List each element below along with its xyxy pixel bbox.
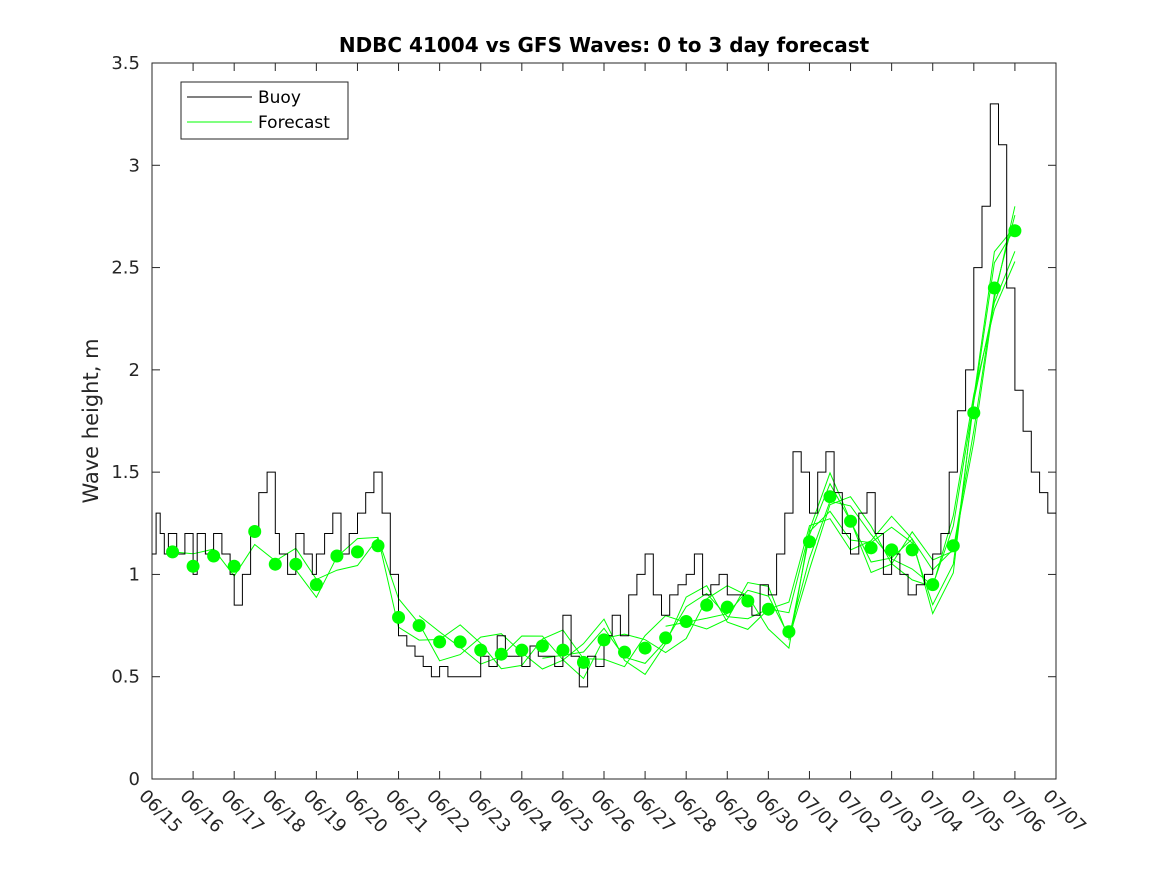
y-tick-label: 1 — [129, 564, 140, 585]
forecast-point — [967, 406, 981, 420]
x-tick-label: 06/30 — [751, 786, 803, 838]
y-tick-label: 3 — [129, 155, 140, 176]
forecast-point — [453, 635, 467, 649]
forecast-point — [392, 610, 406, 624]
forecast-point — [844, 514, 858, 528]
x-tick-label: 07/07 — [1038, 786, 1090, 838]
forecast-point — [679, 614, 693, 628]
y-tick-label: 3.5 — [111, 53, 140, 74]
x-tick-label: 06/18 — [258, 786, 310, 838]
y-tick-label: 2.5 — [111, 258, 140, 279]
forecast-point — [782, 625, 796, 639]
forecast-point — [207, 549, 221, 563]
forecast-point — [659, 631, 673, 645]
x-tick-label: 06/16 — [176, 786, 228, 838]
legend-label-forecast: Forecast — [258, 113, 330, 133]
plot-area: 0 0.5 1 1.5 2 2.5 3 3.5 06/1506/1606/1706/1806/1… — [111, 53, 1090, 837]
forecast-point — [371, 539, 385, 553]
forecast-point — [309, 578, 323, 592]
x-tick-label: 06/26 — [586, 786, 638, 838]
legend-box — [180, 81, 349, 140]
y-axis-label: Wave height, m — [79, 338, 103, 503]
x-tick-label: 06/20 — [340, 786, 392, 838]
x-tick-label: 06/17 — [217, 786, 269, 838]
forecast-point — [720, 600, 734, 614]
legend-label-buoy: Buoy — [258, 88, 301, 108]
x-tick-label: 06/28 — [669, 786, 721, 838]
forecast-point — [535, 639, 549, 653]
axes-box — [151, 62, 1057, 780]
forecast-point — [885, 543, 899, 557]
forecast-point — [474, 643, 488, 657]
x-tick-label: 06/21 — [381, 786, 433, 838]
x-tick-label: 07/01 — [792, 786, 844, 838]
forecast-line — [788, 214, 1016, 641]
forecast-point — [761, 602, 775, 616]
forecast-point — [905, 543, 919, 557]
forecast-point — [576, 655, 590, 669]
forecast-line — [542, 228, 1016, 664]
forecast-point — [166, 545, 180, 559]
forecast-point — [638, 641, 652, 655]
x-tick-label: 07/04 — [915, 786, 967, 838]
forecast-point — [412, 619, 426, 633]
forecast-point — [556, 643, 570, 657]
forecast-point — [227, 559, 241, 573]
x-tick-label: 06/23 — [463, 786, 515, 838]
forecast-point — [618, 645, 632, 659]
forecast-point — [700, 598, 714, 612]
forecast-point — [515, 643, 529, 657]
forecast-line — [295, 261, 1016, 670]
legend: Buoy Forecast — [180, 81, 349, 140]
x-tick-label: 07/06 — [997, 786, 1049, 838]
x-tick-label: 07/02 — [833, 786, 885, 838]
forecast-line — [418, 206, 1016, 680]
x-tick-label: 06/15 — [134, 786, 186, 838]
forecast-point — [946, 539, 960, 553]
forecast-point — [926, 578, 940, 592]
y-tick-label: 2 — [129, 360, 140, 381]
chart-title: NDBC 41004 vs GFS Waves: 0 to 3 day fore… — [339, 33, 870, 57]
y-tick-label: 0 — [129, 769, 140, 790]
forecast-point — [186, 559, 200, 573]
buoy-line — [152, 103, 1056, 688]
forecast-point — [289, 557, 303, 571]
x-tick-label: 07/05 — [956, 786, 1008, 838]
forecast-point — [1008, 224, 1022, 238]
forecast-point — [494, 647, 508, 661]
forecast-point — [987, 281, 1001, 295]
y-tick-label: 1.5 — [111, 462, 140, 483]
x-tick-label: 06/19 — [299, 786, 351, 838]
forecast-point — [741, 594, 755, 608]
forecast-point — [864, 541, 878, 555]
forecast-point — [433, 635, 447, 649]
forecast-point — [823, 490, 837, 504]
x-tick-label: 06/25 — [545, 786, 597, 838]
y-tick-label: 0.5 — [111, 667, 140, 688]
x-tick-label: 06/27 — [628, 786, 680, 838]
x-tick-label: 06/29 — [710, 786, 762, 838]
x-tick-label: 06/22 — [422, 786, 474, 838]
forecast-point — [330, 549, 344, 563]
forecast-point — [268, 557, 282, 571]
x-tick-label: 07/03 — [874, 786, 926, 838]
forecast-line — [172, 226, 1016, 676]
forecast-line — [665, 251, 1016, 638]
x-tick-label: 06/24 — [504, 786, 556, 838]
forecast-point — [597, 633, 611, 647]
forecast-point — [802, 535, 816, 549]
forecast-point — [350, 545, 364, 559]
forecast-point — [248, 524, 262, 538]
